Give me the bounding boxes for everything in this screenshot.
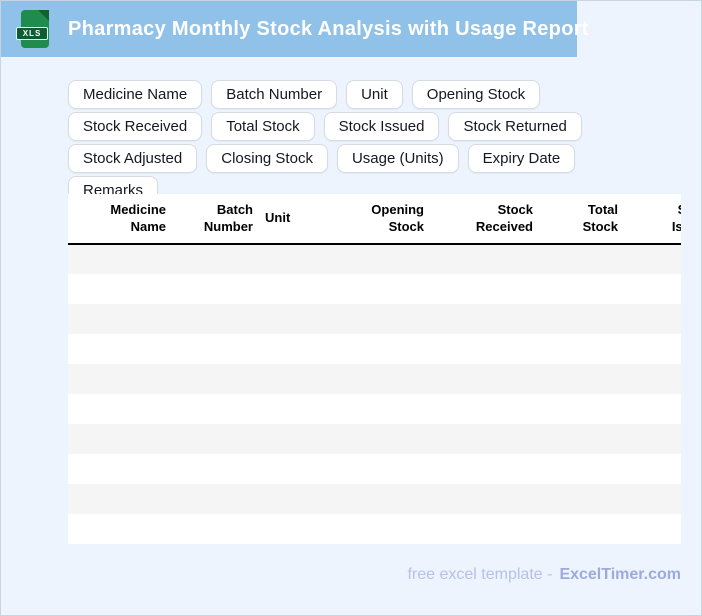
chip-total-stock[interactable]: Total Stock	[211, 112, 315, 141]
table-row	[68, 514, 681, 544]
chip-stock-issued[interactable]: Stock Issued	[323, 112, 440, 141]
chip-stock-adjusted[interactable]: Stock Adjusted	[68, 144, 198, 173]
chip-usage-units[interactable]: Usage (Units)	[336, 144, 459, 173]
xls-file-icon: XLS	[16, 10, 49, 48]
chip-medicine-name[interactable]: Medicine Name	[68, 80, 203, 109]
footer-text: free excel template -	[407, 566, 553, 583]
table-row	[68, 454, 681, 484]
stock-table: Medicine Name Batch Number Unit Opening …	[68, 194, 681, 544]
column-header-stock-issued: Stock Issued	[628, 194, 681, 245]
chip-closing-stock[interactable]: Closing Stock	[206, 144, 328, 173]
chip-batch-number[interactable]: Batch Number	[211, 80, 338, 109]
column-header-medicine-name: Medicine Name	[68, 194, 176, 245]
field-chip-list: Medicine Name Batch Number Unit Opening …	[68, 80, 656, 205]
table-row	[68, 304, 681, 334]
table-row	[68, 424, 681, 454]
table-row	[68, 484, 681, 514]
table-row	[68, 364, 681, 394]
column-header-opening-stock: Opening Stock	[309, 194, 434, 245]
table-row	[68, 394, 681, 424]
stock-table-viewport: Medicine Name Batch Number Unit Opening …	[68, 194, 681, 544]
column-header-stock-received: Stock Received	[434, 194, 543, 245]
title-bar: XLS Pharmacy Monthly Stock Analysis with…	[1, 1, 588, 57]
chip-unit[interactable]: Unit	[346, 80, 403, 109]
column-header-batch-number: Batch Number	[176, 194, 263, 245]
table-header-row: Medicine Name Batch Number Unit Opening …	[68, 194, 681, 245]
footer-brand-link[interactable]: ExcelTimer.com	[559, 566, 681, 583]
column-header-total-stock: Total Stock	[543, 194, 628, 245]
table-row	[68, 334, 681, 364]
footer-credit: free excel template - ExcelTimer.com	[407, 566, 681, 584]
page-title: Pharmacy Monthly Stock Analysis with Usa…	[68, 17, 589, 40]
folded-corner	[38, 10, 49, 21]
table-row	[68, 244, 681, 274]
column-header-unit: Unit	[263, 194, 309, 245]
chip-stock-received[interactable]: Stock Received	[68, 112, 203, 141]
table-row	[68, 274, 681, 304]
chip-stock-returned[interactable]: Stock Returned	[448, 112, 582, 141]
xls-badge: XLS	[16, 27, 48, 40]
chip-opening-stock[interactable]: Opening Stock	[411, 80, 541, 109]
chip-expiry-date[interactable]: Expiry Date	[467, 144, 576, 173]
